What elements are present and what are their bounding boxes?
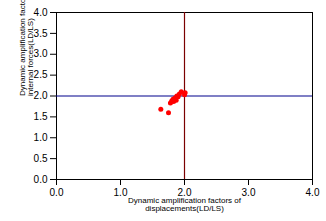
svg-text:3.0: 3.0 bbox=[242, 187, 256, 198]
svg-text:0.0: 0.0 bbox=[34, 174, 48, 185]
svg-text:Dynamic amplification factors: Dynamic amplification factors ofdisplace… bbox=[128, 196, 242, 213]
svg-text:2.0: 2.0 bbox=[34, 90, 48, 101]
svg-text:3.0: 3.0 bbox=[34, 48, 48, 59]
svg-text:0.5: 0.5 bbox=[34, 153, 48, 164]
svg-text:1.0: 1.0 bbox=[114, 187, 128, 198]
svg-text:2.0: 2.0 bbox=[177, 186, 192, 198]
svg-text:4.0: 4.0 bbox=[306, 187, 320, 198]
svg-text:4.0: 4.0 bbox=[34, 7, 48, 18]
svg-text:1.0: 1.0 bbox=[34, 132, 48, 143]
svg-text:1.5: 1.5 bbox=[34, 111, 48, 122]
svg-text:0.0: 0.0 bbox=[50, 187, 64, 198]
svg-text:2.5: 2.5 bbox=[34, 69, 48, 80]
svg-text:Dynamic amplification factors: Dynamic amplification factors ofinternal… bbox=[18, 0, 35, 96]
svg-text:3.5: 3.5 bbox=[34, 28, 48, 39]
